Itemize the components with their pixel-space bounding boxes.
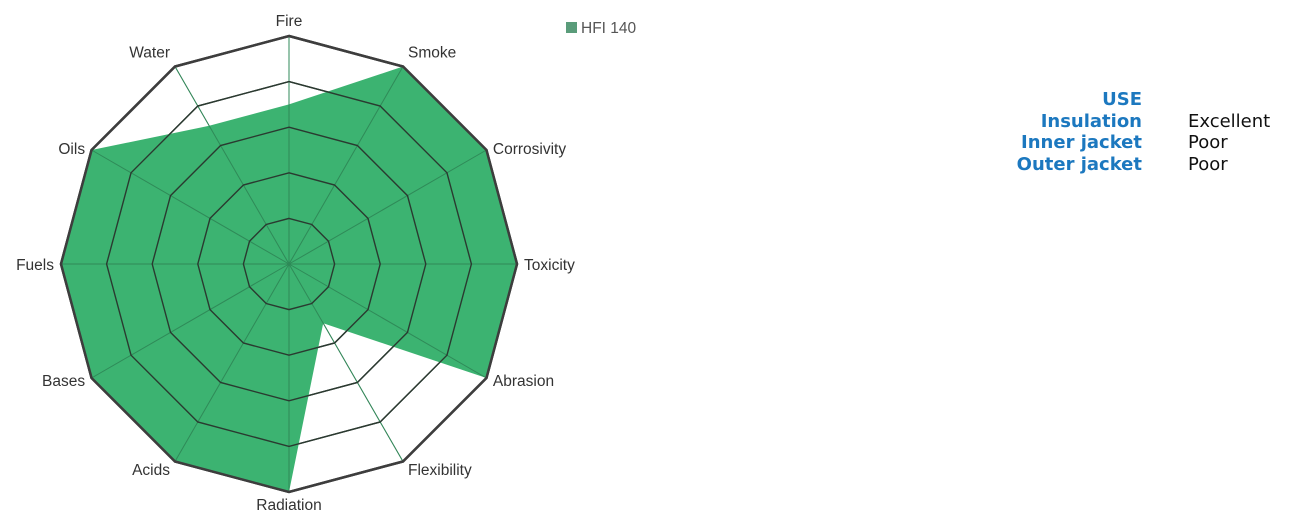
use-key: Outer jacket [1016, 153, 1142, 175]
use-row-outer-jacket: Outer jacket Poor [1008, 154, 1270, 176]
use-title: USE [1102, 89, 1142, 110]
grid-ring-4-overlay [105, 80, 473, 448]
radar-chart: Fire Smoke Corrosivity Toxicity Abrasion Flex… [16, 13, 637, 514]
use-row-inner-jacket: Inner jacket Poor [1008, 132, 1270, 154]
legend-swatch-hfi-140 [566, 22, 577, 33]
grid-ring-1-overlay [242, 217, 336, 311]
spoke-acids-overlay [174, 263, 290, 462]
axis-label-acids: Acids [132, 462, 170, 479]
axis-label-water: Water [129, 45, 170, 62]
spoke-bases-overlay [91, 263, 290, 379]
grid-ring-2-overlay [197, 172, 381, 356]
use-row-insulation: Insulation Excellent [1008, 110, 1271, 133]
spoke-oils-overlay [91, 149, 290, 265]
axis-label-fire: Fire [276, 13, 303, 30]
use-value: Poor [1188, 153, 1228, 175]
use-value: Poor [1188, 132, 1228, 153]
use-value: Excellent [1188, 110, 1271, 132]
grid-ring-5-overlay [59, 34, 519, 494]
spoke-abrasion-overlay [288, 263, 487, 379]
axis-label-toxicity: Toxicity [524, 257, 575, 274]
spoke-water-overlay [174, 66, 290, 265]
legend-label-hfi-140: HFI 140 [581, 20, 637, 37]
axis-label-flexibility: Flexibility [408, 462, 472, 479]
axis-label-oils: Oils [58, 141, 85, 158]
spoke-flexibility-overlay [288, 263, 404, 462]
radar-grid-overlay [59, 34, 519, 494]
legend: HFI 140 [566, 20, 637, 37]
use-table: USE Insulation Excellent Inner jacket Po… [1008, 89, 1271, 176]
use-key: Inner jacket [1021, 132, 1142, 153]
series-layer [59, 34, 519, 494]
axis-label-abrasion: Abrasion [493, 373, 554, 390]
spoke-corrosivity-overlay [288, 149, 487, 265]
grid-ring-3-overlay [151, 126, 427, 402]
spoke-smoke-overlay [288, 66, 404, 265]
axis-labels: Fire Smoke Corrosivity Toxicity Abrasion Flex… [16, 13, 575, 514]
axis-label-radiation: Radiation [256, 497, 322, 514]
axis-label-smoke: Smoke [408, 45, 456, 62]
axis-label-fuels: Fuels [16, 257, 54, 274]
axis-label-corrosivity: Corrosivity [493, 141, 566, 158]
axis-label-bases: Bases [42, 373, 85, 390]
use-key: Insulation [1040, 110, 1142, 132]
